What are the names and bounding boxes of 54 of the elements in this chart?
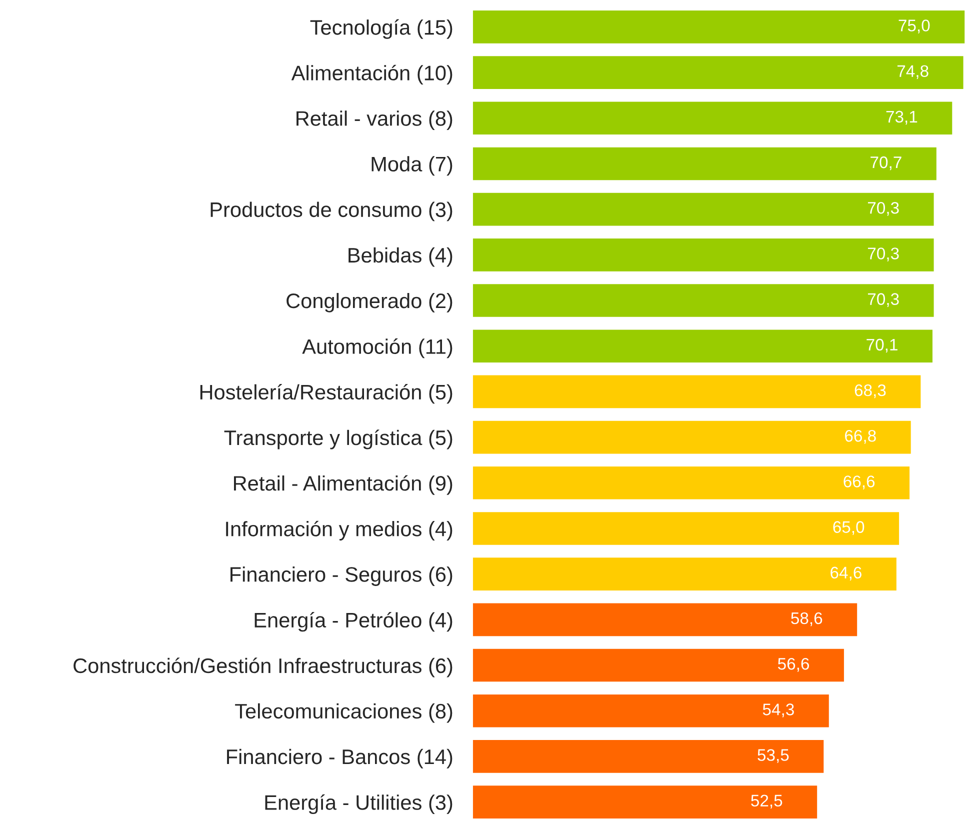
data-label: 70,3 <box>868 293 899 307</box>
data-label: 53,5 <box>758 749 789 763</box>
bar <box>472 375 921 408</box>
bar <box>472 420 911 454</box>
data-label: 70,3 <box>868 248 899 262</box>
bar <box>472 238 934 272</box>
bar <box>472 102 952 135</box>
y-tick-label: Moda (7) <box>372 156 452 176</box>
data-label: 70,7 <box>870 156 902 170</box>
y-tick-label: Productos de consumo (3) <box>210 202 452 222</box>
y-tick-label: Construcción/Gestión Infraestructuras (6) <box>74 658 452 678</box>
y-tick-label: Retail - Alimentación (9) <box>234 475 452 495</box>
y-tick-label: Tecnología (15) <box>310 19 452 39</box>
y-tick-label: Bebidas (4) <box>348 247 452 267</box>
data-label: 75,0 <box>898 20 930 34</box>
bar <box>472 56 964 89</box>
bar <box>472 330 932 363</box>
bar <box>472 648 844 682</box>
y-tick-label: Transporte y logística (5) <box>224 430 452 450</box>
y-tick-label: Financiero - Bancos (14) <box>227 748 452 768</box>
y-tick-label: Energía - Petróleo (4) <box>254 612 452 632</box>
y-tick-label: Financiero - Seguros (6) <box>230 566 452 586</box>
y-tick-label: Retail - varios (8) <box>296 110 452 130</box>
bar <box>472 147 936 180</box>
data-label: 58,6 <box>791 612 822 626</box>
y-tick-label: Automoción (11) <box>302 338 452 358</box>
bar <box>472 603 858 636</box>
y-tick-label: Alimentación (10) <box>291 64 452 85</box>
bar <box>472 10 965 44</box>
y-tick-label: Información y medios (4) <box>226 520 452 540</box>
bar <box>472 192 934 226</box>
data-label: 73,1 <box>886 110 918 125</box>
data-label: 66,8 <box>845 430 876 444</box>
data-label: 64,6 <box>830 566 862 581</box>
data-label: 68,3 <box>854 384 886 398</box>
data-label: 65,0 <box>833 521 864 535</box>
y-tick-label: Hostelería/Restauración (5) <box>200 384 452 404</box>
bar <box>472 558 896 590</box>
bar <box>472 512 900 545</box>
data-label: 56,6 <box>778 658 810 672</box>
y-tick-label: Conglomerado (2) <box>286 292 452 312</box>
data-label: 70,3 <box>868 202 899 216</box>
bar <box>472 466 910 500</box>
data-label: 54,3 <box>762 704 794 718</box>
data-label: 52,5 <box>751 794 782 808</box>
y-tick-label: Telecomunicaciones (8) <box>235 703 452 723</box>
bar <box>472 740 824 773</box>
data-label: 70,1 <box>866 338 898 353</box>
bar <box>472 694 829 728</box>
bar <box>472 786 818 818</box>
y-tick-label: Energía - Utilities (3) <box>265 794 452 814</box>
bar <box>472 284 934 317</box>
data-label: 66,6 <box>844 476 875 490</box>
data-label: 74,8 <box>897 65 928 79</box>
